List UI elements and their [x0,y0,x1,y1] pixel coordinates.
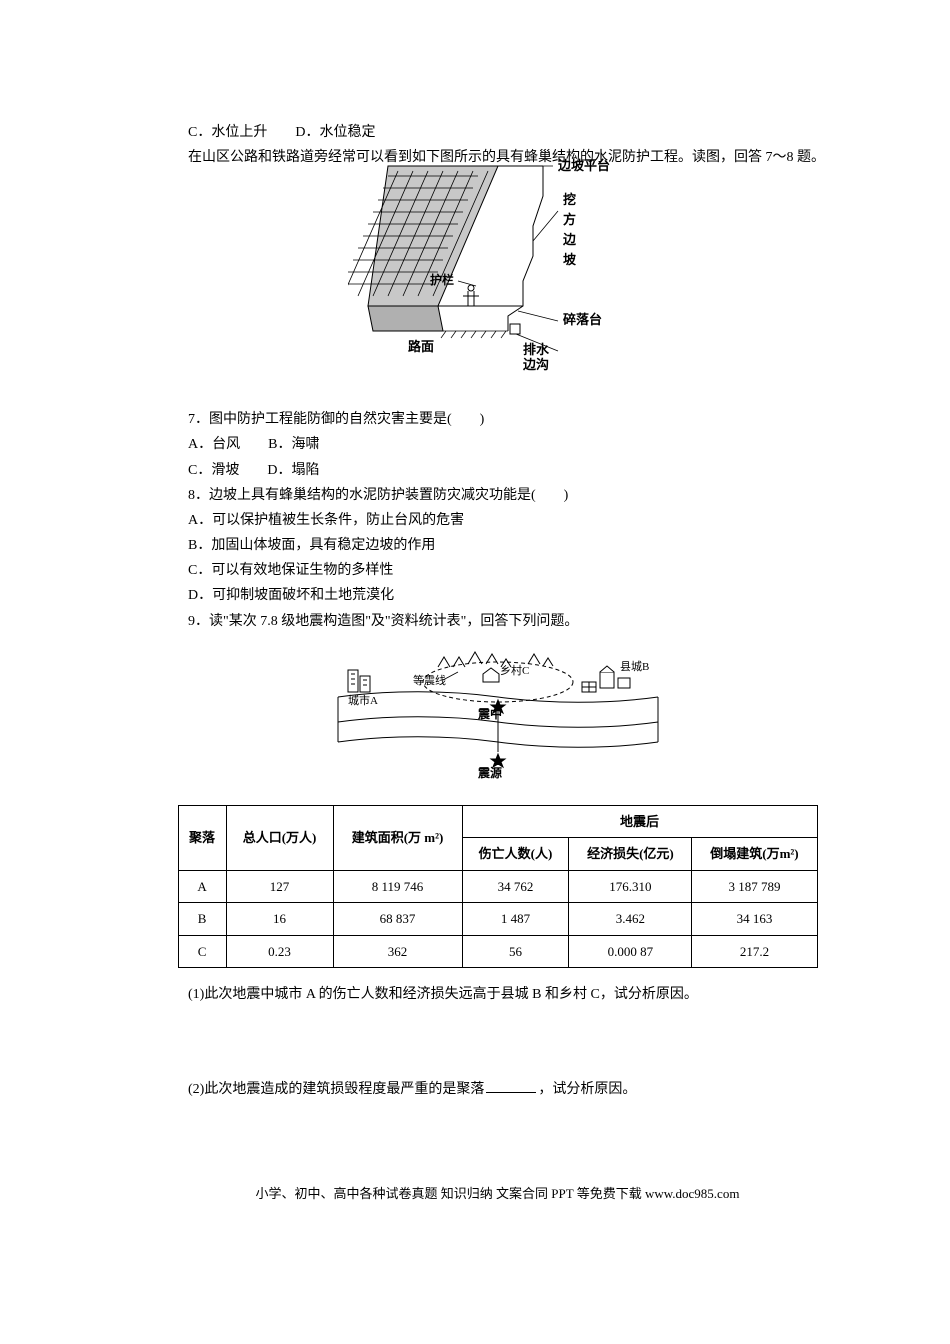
label-county-b: 县城B [620,660,649,673]
q7-stem: 7．图中防护工程能防御的自然灾害主要是( ) [160,407,835,432]
th-juluo: 聚落 [178,806,226,871]
th-area: 建筑面积(万 m²) [333,806,462,871]
figure-1: 边坡平台 挖 方 边 坡 护栏 碎落台 路面 排水 边沟 [160,156,835,395]
table-row: B 16 68 837 1 487 3.462 34 163 [178,903,817,935]
q7-cd: C．滑坡 D．塌陷 [160,458,835,483]
q8-d: D．可抑制坡面破坏和土地荒漠化 [160,583,835,608]
page: C．水位上升 D．水位稳定 在山区公路和铁路道旁经常可以看到如下图所示的具有蜂巢… [0,0,950,1344]
label-fang: 方 [563,212,576,227]
q8-stem: 8．边坡上具有蜂巢结构的水泥防护装置防灾减灾功能是( ) [160,483,835,508]
label-iso: 等震线 [413,673,446,687]
q8-b: B．加固山体坡面，具有稳定边坡的作用 [160,533,835,558]
option-line-cd: C．水位上升 D．水位稳定 [160,120,835,145]
stats-table: 聚落 总人口(万人) 建筑面积(万 m²) 地震后 伤亡人数(人) 经济损失(亿… [178,805,818,968]
label-lumian: 路面 [408,339,434,354]
label-epicenter: 震中 [478,706,502,721]
blank-fill[interactable] [486,1078,536,1093]
q8-c: C．可以有效地保证生物的多样性 [160,558,835,583]
page-footer: 小学、初中、高中各种试卷真题 知识归纳 文案合同 PPT 等免费下载 www.d… [160,1182,835,1205]
label-focus: 震源 [478,765,502,780]
table-row: A 127 8 119 746 34 762 176.310 3 187 789 [178,870,817,902]
th-pop: 总人口(万人) [226,806,333,871]
q7-ab: A．台风 B．海啸 [160,432,835,457]
answer-space-2 [160,1102,835,1132]
label-biangou: 边沟 [522,357,549,372]
label-wa: 挖 [563,192,576,207]
label-po: 坡 [563,252,577,267]
sub2-part-b: ，试分析原因。 [538,1082,636,1097]
q9-stem: 9．读"某次 7.8 级地震构造图"及"资料统计表"，回答下列问题。 [160,609,835,634]
label-village-c: 乡村C [500,663,529,677]
label-paishui: 排水 [523,342,550,357]
slope-diagram: 边坡平台 挖 方 边 坡 护栏 碎落台 路面 排水 边沟 [348,156,648,386]
earthquake-diagram: 城市A 等震线 乡村C 县城B 震中 震源 [328,642,668,782]
q8-a: A．可以保护植被生长条件，防止台风的危害 [160,508,835,533]
label-sui: 碎落台 [563,312,602,327]
label-slope-platform: 边坡平台 [557,158,610,173]
th-col: 倒塌建筑(万m²) [692,838,817,870]
sub-q1: (1)此次地震中城市 A 的伤亡人数和经济损失远高于县城 B 和乡村 C，试分析… [160,982,835,1007]
th-loss: 经济损失(亿元) [569,838,692,870]
th-after: 地震后 [462,806,817,838]
answer-space-1 [160,1007,835,1077]
label-hulan: 护栏 [430,272,454,287]
label-city-a: 城市A [348,693,378,707]
table-row: C 0.23 362 56 0.000 87 217.2 [178,935,817,967]
figure-2: 城市A 等震线 乡村C 县城B 震中 震源 [160,642,835,791]
sub2-part-a: (2)此次地震造成的建筑损毁程度最严重的是聚落 [188,1082,484,1097]
label-bian: 边 [562,232,577,247]
sub-q2: (2)此次地震造成的建筑损毁程度最严重的是聚落 ，试分析原因。 [160,1077,835,1102]
th-cas: 伤亡人数(人) [462,838,569,870]
